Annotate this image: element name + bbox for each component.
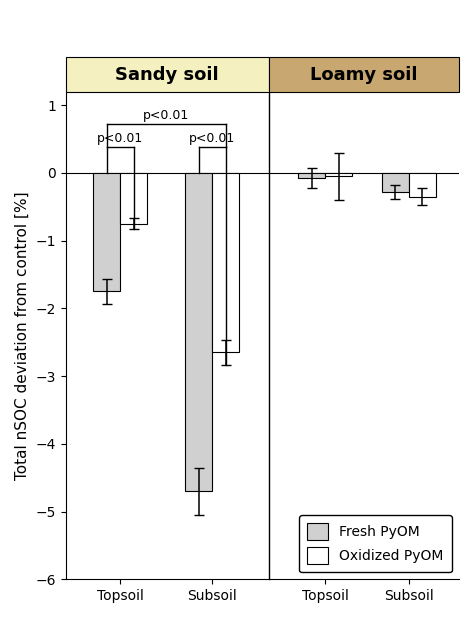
Bar: [120, 173, 147, 224]
Legend: Fresh PyOM, Oxidized PyOM: Fresh PyOM, Oxidized PyOM: [299, 515, 452, 572]
Bar: [212, 173, 239, 352]
Bar: [382, 173, 409, 192]
FancyBboxPatch shape: [66, 57, 269, 91]
Y-axis label: Total nSOC deviation from control [%]: Total nSOC deviation from control [%]: [15, 191, 30, 480]
Bar: [93, 173, 120, 292]
Bar: [185, 173, 212, 491]
FancyBboxPatch shape: [269, 57, 459, 91]
Text: p<0.01: p<0.01: [97, 132, 143, 145]
Bar: [298, 173, 325, 178]
Text: Sandy soil: Sandy soil: [115, 66, 219, 83]
Bar: [325, 173, 352, 176]
Text: Loamy soil: Loamy soil: [310, 66, 418, 83]
Text: p<0.01: p<0.01: [143, 109, 189, 122]
Bar: [409, 173, 436, 197]
Text: p<0.01: p<0.01: [189, 132, 235, 145]
